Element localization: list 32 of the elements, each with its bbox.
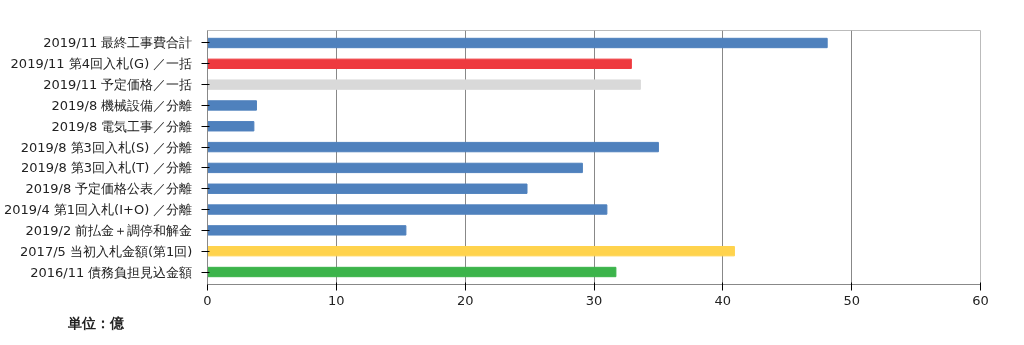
y-tick-label: 2019/11 最終工事費合計	[43, 35, 193, 51]
y-tick-label: 2019/8 第3回入札(T) ／分離	[21, 160, 193, 176]
y-tick-label: 2019/11 予定価格／一括	[43, 77, 193, 93]
x-tick-label: 10	[328, 292, 345, 308]
bar	[207, 266, 617, 278]
bar	[207, 183, 528, 194]
x-tick-label: 0	[203, 292, 212, 308]
y-tick-label: 2016/11 債務負担見込金額	[30, 264, 193, 280]
x-tick-label: 20	[456, 292, 474, 308]
bar	[207, 79, 641, 90]
bar	[207, 58, 632, 69]
x-tick-label: 60	[972, 292, 989, 308]
bar	[207, 37, 828, 49]
bar	[207, 246, 735, 257]
bar	[207, 225, 407, 236]
y-tick-label: 2019/8 電気工事／分離	[51, 118, 193, 134]
y-tick-label: 2019/8 機械設備／分離	[51, 97, 193, 113]
y-tick-label: 2019/11 第4回入札(G) ／一括	[10, 56, 193, 72]
y-tick-label: 2019/2 前払金＋調停和解金	[25, 222, 193, 238]
bar	[207, 121, 255, 132]
x-tick-label: 50	[843, 292, 860, 308]
text: 単位：億	[66, 314, 125, 331]
bar	[207, 100, 257, 111]
y-tick-label: 2019/8 第3回入札(S) ／分離	[20, 139, 193, 155]
y-tick-label: 2017/5 当初入札金額(第1回)	[20, 243, 193, 259]
bar	[207, 141, 659, 153]
bar	[207, 162, 583, 174]
y-tick-label: 2019/4 第1回入札(I+O) ／分離	[3, 202, 193, 218]
bar	[207, 204, 608, 215]
y-tick-label: 2019/8 予定価格公表／分離	[25, 181, 193, 197]
x-tick-label: 40	[714, 292, 732, 308]
x-tick-label: 30	[585, 292, 603, 308]
